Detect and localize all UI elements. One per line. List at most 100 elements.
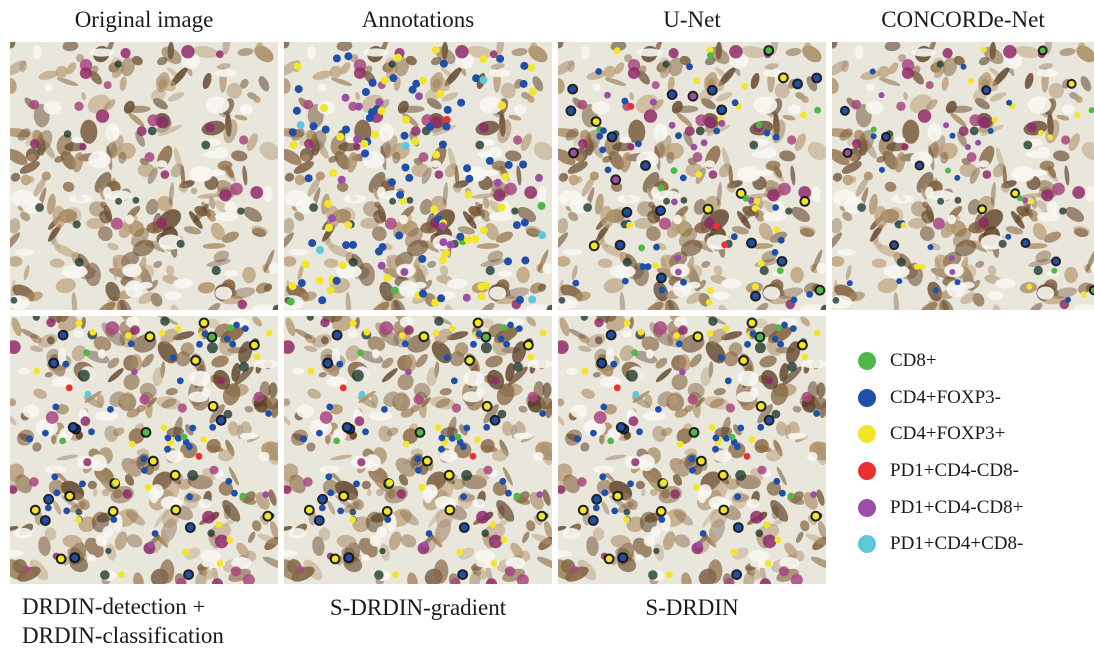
tissue-stroma: [221, 231, 240, 243]
tissue-stroma: [526, 228, 541, 237]
tissue-stroma: [284, 559, 300, 580]
tissue-lumen: [44, 83, 53, 92]
cell-marker: [151, 530, 159, 537]
cell-marker: [649, 98, 657, 106]
stained-cell: [214, 534, 229, 549]
tissue-stroma: [377, 204, 387, 223]
tissue-stroma: [112, 254, 127, 271]
tissue-lumen: [462, 391, 483, 403]
cell-marker: [226, 536, 234, 544]
tissue-lumen: [978, 160, 990, 168]
cell-marker: [381, 406, 388, 413]
cell-marker: [401, 340, 409, 348]
tissue-stroma: [407, 572, 418, 584]
stained-cell: [450, 577, 461, 584]
stained-cell: [29, 477, 39, 487]
tissue-stroma: [713, 388, 726, 396]
cell-marker: [479, 55, 488, 64]
tissue-stroma: [38, 70, 59, 80]
cell-marker: [673, 332, 680, 339]
cell-marker: [498, 101, 507, 110]
cell-marker: [1005, 233, 1012, 240]
tissue-stroma: [23, 264, 30, 281]
dark-cell: [708, 316, 718, 326]
tissue-stroma: [228, 466, 239, 486]
tissue-stroma: [197, 193, 221, 199]
cell-marker: [464, 190, 473, 199]
tissue-stroma: [627, 499, 638, 511]
tissue-lumen: [811, 185, 821, 203]
cell-marker: [734, 443, 741, 451]
tissue-stroma: [147, 397, 157, 408]
tissue-stroma: [105, 281, 121, 302]
tissue-stroma: [399, 510, 419, 526]
cell-marker: [1022, 197, 1029, 204]
tissue-lumen: [69, 194, 92, 204]
cell-marker: [438, 445, 445, 453]
tissue-stroma: [228, 421, 239, 436]
cell-marker: [706, 52, 714, 59]
cell-marker: [621, 277, 629, 285]
tissue-lumen: [779, 557, 800, 569]
tissue-stroma: [578, 345, 592, 352]
tissue-stroma: [686, 292, 703, 305]
cell-marker: [460, 524, 468, 531]
tissue-stroma: [370, 512, 387, 523]
tissue-stroma: [1028, 258, 1053, 267]
tissue-stroma: [492, 481, 508, 496]
tissue-stroma: [26, 291, 43, 302]
cell-marker: [360, 139, 369, 148]
tissue-stroma: [805, 533, 826, 546]
stained-cell: [103, 81, 112, 90]
tissue-lumen: [347, 330, 358, 338]
cell-marker: [742, 195, 750, 202]
cell-marker: [186, 524, 194, 531]
tissue-stroma: [884, 42, 901, 52]
tissue-stroma: [338, 207, 356, 225]
tissue-lumen: [430, 160, 442, 168]
tissue-stroma: [1048, 82, 1064, 99]
tissue-stroma: [391, 299, 401, 310]
cell-marker: [426, 122, 435, 131]
tissue-stroma: [252, 316, 263, 327]
cell-marker: [657, 184, 665, 192]
tissue-stroma: [118, 151, 127, 164]
tissue-stroma: [684, 404, 694, 413]
tissue-stroma: [594, 336, 603, 345]
tissue-stroma: [558, 256, 571, 267]
tissue-lumen: [542, 262, 552, 274]
tissue-stroma: [355, 92, 361, 101]
tissue-stroma: [284, 398, 291, 407]
tissue-stroma: [372, 187, 379, 200]
dark-cell: [389, 197, 397, 205]
stained-cell: [1072, 186, 1086, 199]
tissue-stroma: [264, 249, 275, 272]
tissue-stroma: [498, 518, 510, 526]
tissue-lumen: [224, 201, 237, 214]
tissue-lumen: [533, 451, 544, 462]
tissue-stroma: [251, 225, 268, 235]
tissue-stroma: [447, 147, 457, 172]
tissue-stroma: [559, 317, 570, 337]
cell-marker: [445, 471, 453, 479]
tissue-stroma: [558, 172, 569, 182]
cell-marker: [644, 263, 652, 271]
cell-marker: [657, 207, 664, 215]
stained-cell: [759, 578, 771, 584]
tissue-stroma: [84, 262, 101, 287]
cell-marker: [75, 516, 82, 524]
tissue-stroma: [158, 124, 183, 136]
tissue-stroma: [126, 534, 143, 548]
tissue-stroma: [1032, 222, 1047, 241]
tissue-stroma: [804, 42, 811, 49]
cell-marker: [353, 480, 360, 488]
stained-cell: [801, 391, 812, 403]
tissue-stroma: [1000, 182, 1010, 193]
cell-marker: [396, 190, 405, 199]
tissue-stroma: [504, 287, 530, 299]
cell-marker: [186, 493, 194, 501]
tissue-stroma: [543, 520, 552, 540]
cell-marker: [919, 263, 926, 270]
tissue-stroma: [869, 224, 884, 242]
tissue-stroma: [268, 382, 278, 398]
